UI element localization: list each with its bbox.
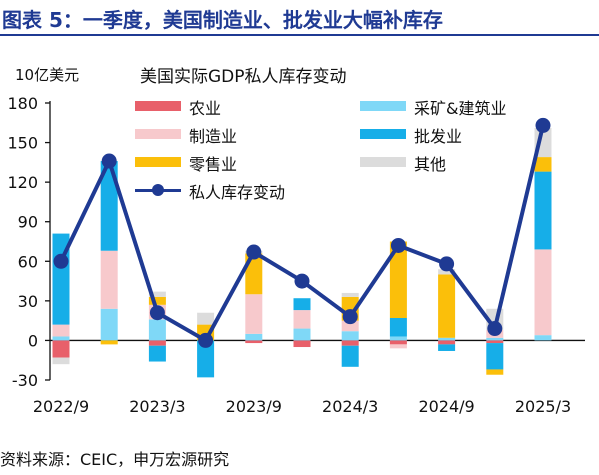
bar-agriculture [148, 340, 166, 346]
bar-wholesale [197, 340, 215, 378]
x-tick-label: 2023/9 [226, 397, 282, 416]
legend-dot-swatch [152, 184, 164, 196]
x-tick-label: 2024/3 [322, 397, 378, 416]
bar-manufacturing [52, 324, 70, 337]
x-tick-label: 2025/3 [515, 397, 571, 416]
bar-mining_construction [534, 335, 552, 341]
bar-retail [389, 241, 407, 319]
bar-other [341, 292, 359, 297]
bar-retail [148, 296, 166, 305]
total-inventory-point [342, 309, 358, 325]
figure-title-bar: 图表 5：一季度，美国制造业、批发业大幅补库存 [0, 0, 599, 36]
bar-manufacturing [534, 249, 552, 336]
legend-swatch [135, 129, 181, 139]
total-inventory-point [246, 244, 262, 260]
bar-mining_construction [486, 337, 504, 341]
bar-retail [438, 274, 456, 338]
y-tick-label: 60 [18, 252, 38, 271]
bar-mining_construction [148, 319, 166, 341]
bar-agriculture [389, 340, 407, 345]
bar-other [52, 357, 70, 365]
total-inventory-point [487, 321, 503, 337]
bar-agriculture [293, 340, 311, 348]
bar-wholesale [486, 343, 504, 370]
total-inventory-point [53, 253, 69, 269]
bar-wholesale [341, 345, 359, 367]
bar-manufacturing [100, 250, 118, 309]
total-inventory-point [101, 153, 117, 169]
legend-swatch [360, 129, 406, 139]
bar-agriculture [341, 340, 359, 346]
legend-label: 制造业 [189, 127, 238, 146]
x-tick-label: 2023/3 [129, 397, 185, 416]
bar-agriculture [245, 340, 263, 344]
title-underline [0, 34, 599, 36]
bar-wholesale [389, 318, 407, 337]
y-tick-label: 90 [18, 213, 38, 232]
bar-wholesale [293, 298, 311, 311]
bar-wholesale [100, 161, 118, 251]
bar-manufacturing [245, 294, 263, 334]
bar-mining_construction [341, 331, 359, 341]
legend-label: 私人库存变动 [189, 183, 286, 202]
bar-mining_construction [438, 337, 456, 341]
bar-agriculture [438, 340, 456, 345]
total-inventory-point [149, 305, 165, 321]
bar-manufacturing [341, 320, 359, 332]
legend-label: 农业 [189, 99, 222, 118]
legend-swatch [360, 101, 406, 111]
bar-mining_construction [389, 336, 407, 341]
bar-wholesale [148, 345, 166, 362]
bar-mining_construction [100, 308, 118, 341]
total-inventory-point [535, 117, 551, 133]
x-tick-label: 2022/9 [33, 397, 89, 416]
legend-label: 零售业 [189, 155, 238, 174]
total-inventory-point [198, 332, 214, 348]
total-inventory-point [294, 273, 310, 289]
legend-label: 采矿&建筑业 [414, 99, 507, 118]
bar-manufacturing [293, 310, 311, 329]
bar-other [438, 269, 456, 275]
x-tick-label: 2024/9 [418, 397, 474, 416]
bar-other [197, 312, 215, 325]
y-tick-label: 30 [18, 292, 38, 311]
y-axis-unit-label: 10亿美元 [15, 66, 80, 84]
bar-agriculture [486, 340, 504, 344]
bar-manufacturing [389, 344, 407, 349]
bar-mining_construction [52, 336, 70, 341]
legend-label: 其他 [414, 155, 447, 174]
y-tick-label: 150 [7, 134, 38, 153]
y-tick-label: 180 [7, 94, 38, 113]
total-inventory-point [390, 237, 406, 253]
legend-swatch [360, 157, 406, 167]
total-inventory-point [439, 256, 455, 272]
bar-retail [486, 369, 504, 375]
bar-other [148, 291, 166, 297]
legend-swatch [135, 157, 181, 167]
bar-mining_construction [293, 328, 311, 341]
source-note: 资料来源：CEIC，申万宏源研究 [0, 450, 230, 469]
bar-retail [100, 340, 118, 345]
chart-title: 美国实际GDP私人库存变动 [140, 67, 347, 87]
legend-swatch [135, 101, 181, 111]
bar-mining_construction [245, 333, 263, 341]
y-tick-label: 120 [7, 173, 38, 192]
figure-title: 图表 5：一季度，美国制造业、批发业大幅补库存 [2, 8, 443, 32]
legend-label: 批发业 [414, 127, 463, 146]
bar-wholesale [534, 171, 552, 250]
bar-agriculture [52, 340, 70, 358]
bar-retail [534, 157, 552, 172]
y-tick-label: 0 [28, 331, 38, 350]
bar-wholesale [438, 344, 456, 351]
y-tick-label: -30 [12, 371, 38, 390]
